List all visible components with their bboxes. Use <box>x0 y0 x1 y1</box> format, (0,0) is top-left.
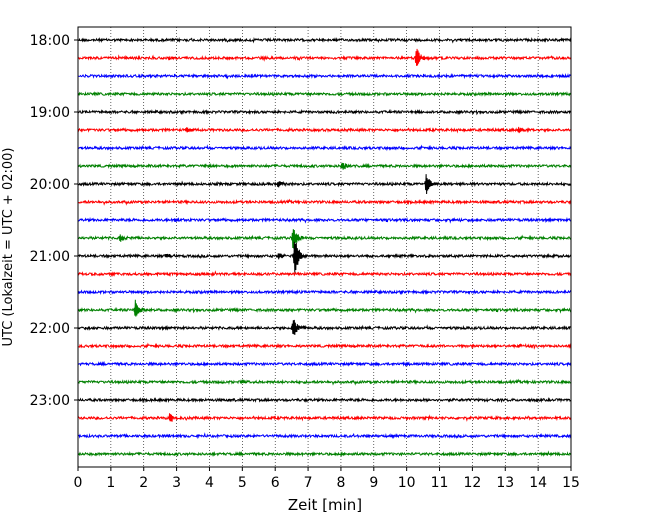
y-tick-label-3: 21:00 <box>30 249 70 265</box>
plot-frame <box>77 26 572 468</box>
x-tick-label-2: 2 <box>139 475 148 491</box>
trace-line-18 <box>77 360 572 368</box>
x-tick-label-5: 5 <box>238 475 247 491</box>
trace-line-19 <box>77 378 572 386</box>
trace-line-0 <box>77 36 572 44</box>
trace-line-12 <box>77 241 572 275</box>
x-tick-label-1: 1 <box>106 475 115 491</box>
trace-line-16 <box>77 319 572 335</box>
trace-line-2 <box>77 72 572 80</box>
y-tick-label-1: 19:00 <box>30 105 70 121</box>
trace-line-21 <box>77 413 572 422</box>
x-tick-label-10: 10 <box>398 475 416 491</box>
trace-line-11 <box>77 229 572 249</box>
trace-line-6 <box>77 144 572 152</box>
trace-line-8 <box>77 174 572 194</box>
x-tick-label-13: 13 <box>496 475 514 491</box>
trace-line-23 <box>77 450 572 458</box>
trace-line-22 <box>77 432 572 440</box>
x-axis: 0 1 2 3 4 5 6 7 8 9 10 11 12 13 14 15 <box>74 467 580 491</box>
y-tick-label-4: 22:00 <box>30 321 70 337</box>
trace-line-10 <box>77 216 572 224</box>
y-axis-label: UTC (Lokalzeit = UTC + 02:00) <box>1 148 16 347</box>
trace-line-15 <box>77 299 572 317</box>
x-tick-label-12: 12 <box>463 475 481 491</box>
trace-line-20 <box>77 396 572 404</box>
trace-line-9 <box>77 198 572 206</box>
seismic-traces <box>77 36 572 458</box>
trace-line-4 <box>77 108 572 116</box>
x-tick-label-4: 4 <box>205 475 214 491</box>
x-tick-label-3: 3 <box>172 475 181 491</box>
x-tick-label-7: 7 <box>304 475 313 491</box>
x-tick-label-15: 15 <box>562 475 580 491</box>
trace-line-17 <box>77 342 572 350</box>
y-tick-label-5: 23:00 <box>30 393 70 409</box>
x-tick-label-9: 9 <box>369 475 378 491</box>
x-tick-label-8: 8 <box>336 475 345 491</box>
y-tick-label-0: 18:00 <box>30 33 70 49</box>
grid-lines <box>110 27 539 467</box>
x-tick-label-0: 0 <box>74 475 83 491</box>
x-tick-label-6: 6 <box>271 475 280 491</box>
trace-line-5 <box>77 126 572 134</box>
trace-line-14 <box>77 288 572 296</box>
trace-line-1 <box>77 48 572 66</box>
x-tick-label-11: 11 <box>431 475 449 491</box>
trace-line-13 <box>77 270 572 278</box>
y-axis: 18:00 19:00 20:00 21:00 22:00 23:00 <box>30 33 78 409</box>
trace-line-3 <box>77 91 572 98</box>
trace-line-7 <box>77 162 572 170</box>
y-tick-label-2: 20:00 <box>30 177 70 193</box>
x-tick-label-14: 14 <box>529 475 547 491</box>
x-axis-label: Zeit [min] <box>288 496 362 514</box>
